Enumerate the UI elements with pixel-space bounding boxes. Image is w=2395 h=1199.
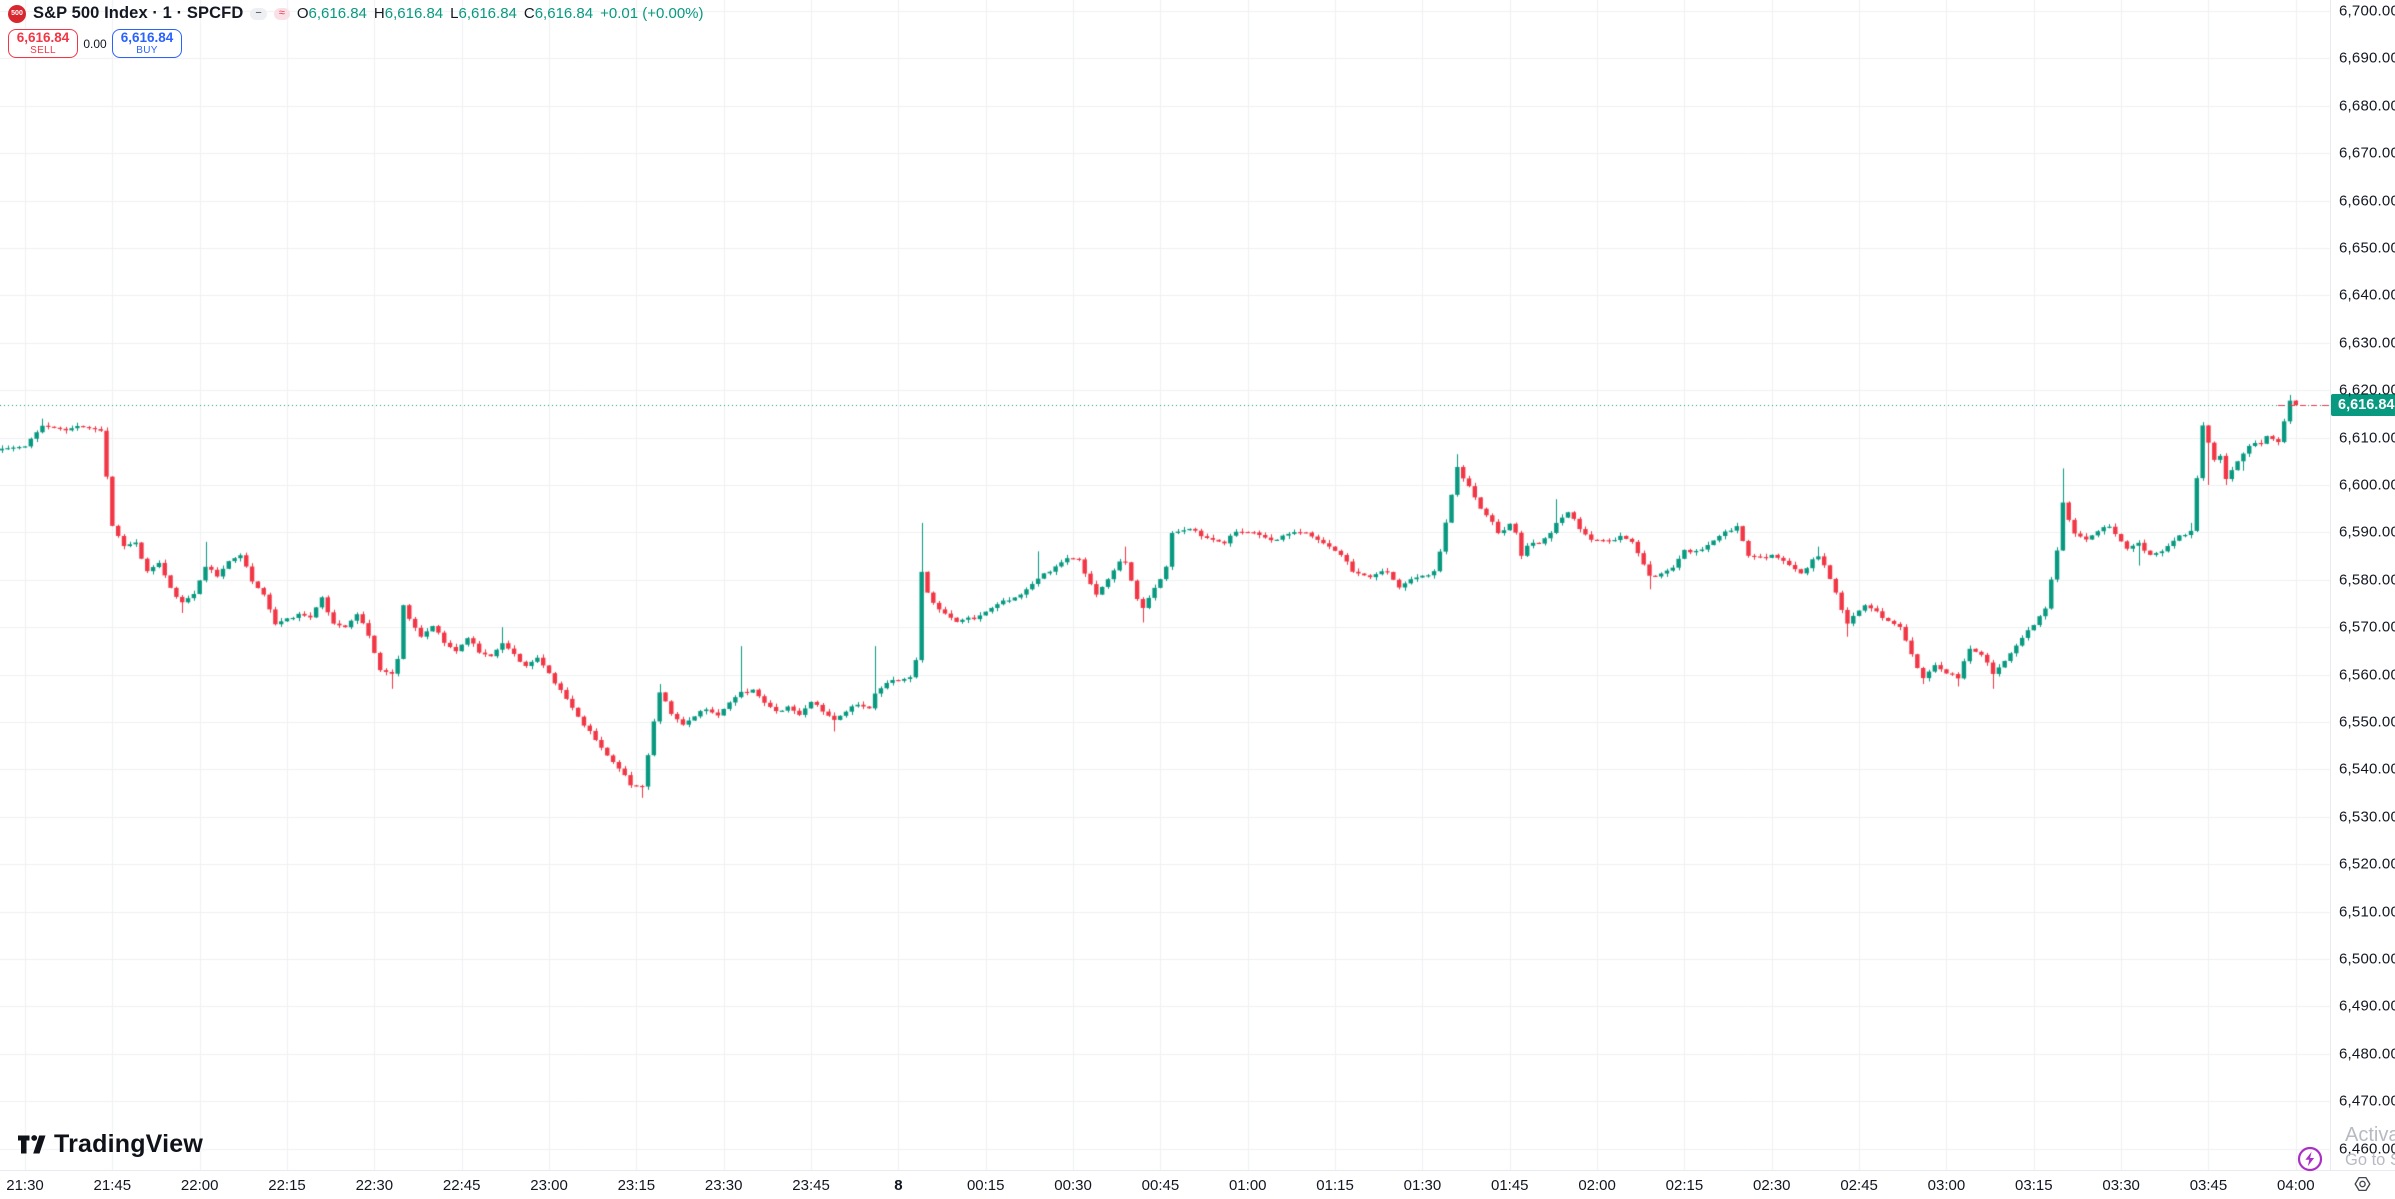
time-axis[interactable]: 21:30 21:45 22:00 22:15 22:30 22:45 23:00 23:15…: [0, 1170, 2395, 1199]
time-tick-label: 22:00: [180, 1177, 219, 1194]
promo-text-line1: Activa: [2345, 1124, 2395, 1146]
tradingview-watermark[interactable]: TradingView: [18, 1130, 203, 1159]
promo-text-line2: Go to S: [2345, 1151, 2395, 1169]
ohlc-high: H6,616.84: [373, 5, 444, 22]
sell-label: SELL: [30, 45, 56, 56]
ohlc-close: C6,616.84: [523, 5, 594, 22]
time-tick-label: 8: [894, 1177, 903, 1194]
price-tick-label: 6,650.00: [2339, 239, 2395, 257]
price-tick-label: 6,700.00: [2339, 2, 2395, 20]
spread-value: 0.00: [83, 36, 107, 51]
price-tick-label: 6,560.00: [2339, 666, 2395, 684]
time-tick-label: 21:30: [6, 1177, 44, 1194]
price-tick-label: 6,660.00: [2339, 192, 2395, 210]
buy-price: 6,616.84: [120, 30, 174, 45]
time-tick-label: 22:30: [355, 1177, 394, 1194]
time-tick-label: 22:45: [442, 1177, 481, 1194]
price-tick-label: 6,620.00: [2339, 381, 2395, 399]
symbol-title[interactable]: S&P 500 Index · 1 · SPCFD: [33, 4, 244, 22]
price-tick-label: 6,680.00: [2339, 97, 2395, 115]
price-tick-label: 6,530.00: [2339, 808, 2395, 826]
flash-promo-icon[interactable]: [2297, 1146, 2323, 1172]
time-tick-label: 04:00: [2277, 1177, 2315, 1194]
ohlc-low: L6,616.84: [450, 5, 517, 22]
price-axis[interactable]: 6,616.84 6,700.00 6,690.00 6,680.00 6,670.0…: [2330, 0, 2395, 1170]
price-tick-label: 6,490.00: [2339, 997, 2395, 1015]
time-tick-label: 02:30: [1752, 1177, 1791, 1194]
trade-panel: 6,616.84 SELL 0.00 6,616.84 BUY: [8, 29, 182, 58]
ohlc-change: +0.01 (+0.00%): [600, 5, 704, 22]
price-tick-label: 6,460.00: [2339, 1140, 2395, 1158]
time-tick-label: 01:00: [1228, 1177, 1267, 1194]
time-tick-label: 01:30: [1403, 1177, 1442, 1194]
time-tick-label: 03:00: [1927, 1177, 1966, 1194]
time-tick-label: 02:00: [1578, 1177, 1616, 1194]
symbol-logo-icon: 500: [8, 4, 26, 23]
price-tick-label: 6,630.00: [2339, 334, 2395, 352]
time-tick-label: 03:45: [2189, 1177, 2228, 1194]
axis-settings-icon[interactable]: [2352, 1174, 2372, 1194]
market-status-icon[interactable]: −: [250, 7, 267, 20]
time-tick-label: 02:45: [1840, 1177, 1878, 1194]
time-tick-label: 01:15: [1316, 1177, 1354, 1194]
time-tick-label: 01:45: [1490, 1177, 1529, 1194]
price-tick-label: 6,640.00: [2339, 286, 2395, 304]
price-tick-label: 6,600.00: [2339, 476, 2395, 494]
price-tick-label: 6,670.00: [2339, 144, 2395, 162]
time-tick-label: 03:30: [2102, 1177, 2140, 1194]
tradingview-logo-text: TradingView: [54, 1130, 204, 1158]
promo-text[interactable]: Activa Go to S: [2345, 1124, 2395, 1169]
time-tick-label: 03:15: [2015, 1177, 2053, 1194]
price-tick-label: 6,570.00: [2339, 618, 2395, 636]
time-tick-label: 23:30: [704, 1177, 743, 1194]
ohlc-values: O6,616.84 H6,616.84 L6,616.84 C6,616.84 …: [297, 5, 704, 22]
candlestick-chart-canvas[interactable]: [0, 0, 2330, 1170]
price-tick-label: 6,520.00: [2339, 855, 2395, 873]
time-tick-label: 23:15: [617, 1177, 656, 1194]
time-tick-label: 22:15: [268, 1177, 306, 1194]
price-tick-label: 6,480.00: [2339, 1045, 2395, 1063]
price-tick-label: 6,580.00: [2339, 571, 2395, 589]
price-tick-label: 6,550.00: [2339, 713, 2395, 731]
time-tick-label: 00:30: [1054, 1177, 1092, 1194]
current-price-badge: 6,616.84: [2331, 394, 2395, 417]
price-tick-label: 6,590.00: [2339, 523, 2395, 541]
data-delay-icon[interactable]: ≈: [273, 7, 290, 20]
price-tick-label: 6,690.00: [2339, 49, 2395, 67]
time-tick-label: 02:15: [1665, 1177, 1704, 1194]
sell-button[interactable]: 6,616.84 SELL: [8, 29, 78, 58]
time-tick-label: 21:45: [93, 1177, 132, 1194]
price-tick-label: 6,500.00: [2339, 950, 2395, 968]
buy-label: BUY: [136, 45, 158, 56]
buy-button[interactable]: 6,616.84 BUY: [112, 29, 182, 58]
price-tick-label: 6,470.00: [2339, 1092, 2395, 1110]
time-tick-label: 23:45: [792, 1177, 830, 1194]
ohlc-open: O6,616.84: [296, 5, 367, 22]
price-tick-label: 6,510.00: [2339, 903, 2395, 921]
price-tick-label: 6,540.00: [2339, 760, 2395, 778]
price-tick-label: 6,610.00: [2339, 429, 2395, 447]
time-tick-label: 00:15: [966, 1177, 1005, 1194]
tradingview-logo-icon: [18, 1135, 46, 1154]
time-tick-label: 23:00: [530, 1177, 568, 1194]
symbol-legend[interactable]: 500 S&P 500 Index · 1 · SPCFD − ≈ O6,616…: [8, 4, 704, 23]
time-tick-label: 00:45: [1141, 1177, 1180, 1194]
sell-price: 6,616.84: [16, 30, 70, 45]
